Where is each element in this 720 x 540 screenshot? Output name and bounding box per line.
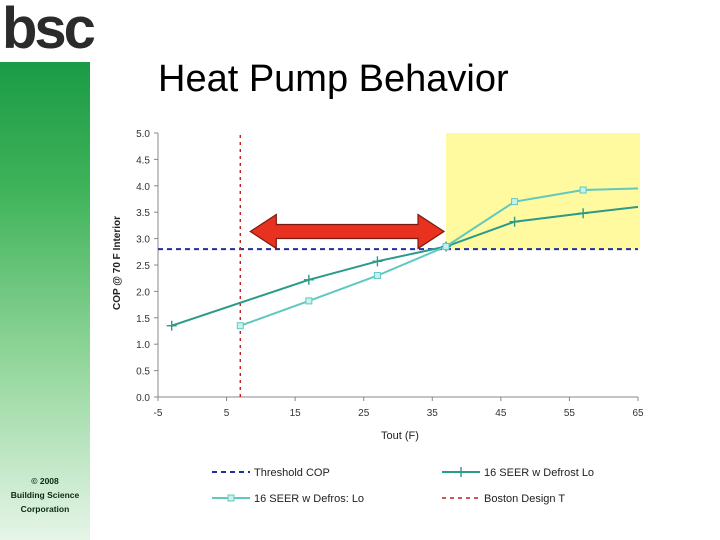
legend-label: Boston Design T <box>484 493 565 505</box>
double-arrow <box>249 213 446 250</box>
x-tick-label: 25 <box>358 408 370 419</box>
series-defros-point <box>305 297 313 305</box>
x-tick-label: 5 <box>224 408 230 419</box>
series-defros-point <box>511 198 519 206</box>
legend-label: 16 SEER w Defros: Lo <box>254 493 364 505</box>
logo-text: bsc <box>2 0 96 61</box>
y-tick-label: 1.5 <box>136 314 150 325</box>
y-tick-label: 2.5 <box>136 261 150 272</box>
series-defrost-point <box>303 274 314 285</box>
legend-label: 16 SEER w Defrost Lo <box>484 467 594 479</box>
x-tick-label: 55 <box>564 408 576 419</box>
y-axis-label: COP @ 70 F Interior <box>112 216 123 310</box>
logo: bsc <box>0 0 96 62</box>
x-tick-label: 15 <box>290 408 302 419</box>
series-defros-point <box>373 272 381 280</box>
y-tick-label: 1.0 <box>136 340 150 351</box>
y-tick-label: 4.0 <box>136 182 150 193</box>
x-tick-label: -5 <box>154 408 163 419</box>
x-axis-label: Tout (F) <box>381 430 419 442</box>
copyright-line-1: © 2008 <box>31 476 59 486</box>
legend-item: 16 SEER w Defros: Lo <box>212 493 364 505</box>
y-tick-label: 4.5 <box>136 155 150 166</box>
y-tick-label: 3.0 <box>136 235 150 246</box>
y-tick-label: 0.5 <box>136 367 150 378</box>
legend-item: 16 SEER w Defrost Lo <box>442 467 594 479</box>
legend-item: Threshold COP <box>212 467 330 479</box>
series-defrost-point <box>578 208 589 219</box>
copyright-line-3: Corporation <box>20 504 70 514</box>
sidebar-band: bsc © 2008 Building Science Corporation <box>0 0 96 540</box>
series-defrost-point <box>509 216 520 227</box>
slide-title: Heat Pump Behavior <box>158 58 509 100</box>
legend-label: Threshold COP <box>254 467 330 479</box>
y-tick-label: 3.5 <box>136 208 150 219</box>
y-tick-label: 5.0 <box>136 129 150 140</box>
y-tick-label: 2.0 <box>136 287 150 298</box>
x-tick-label: 35 <box>427 408 439 419</box>
series-defrost-point <box>166 320 177 331</box>
y-tick-label: 0.0 <box>136 393 150 404</box>
series-defros-point <box>236 322 244 330</box>
series-defros-point <box>442 243 450 251</box>
x-tick-label: 45 <box>495 408 507 419</box>
series-defrost-point <box>372 256 383 267</box>
series-defros-point <box>579 186 587 194</box>
copyright-notice: © 2008 Building Science Corporation <box>2 474 88 516</box>
legend-item: Boston Design T <box>442 493 565 505</box>
highlight-zone <box>446 133 640 250</box>
x-tick-label: 65 <box>632 408 644 419</box>
copyright-line-2: Building Science <box>10 490 80 500</box>
